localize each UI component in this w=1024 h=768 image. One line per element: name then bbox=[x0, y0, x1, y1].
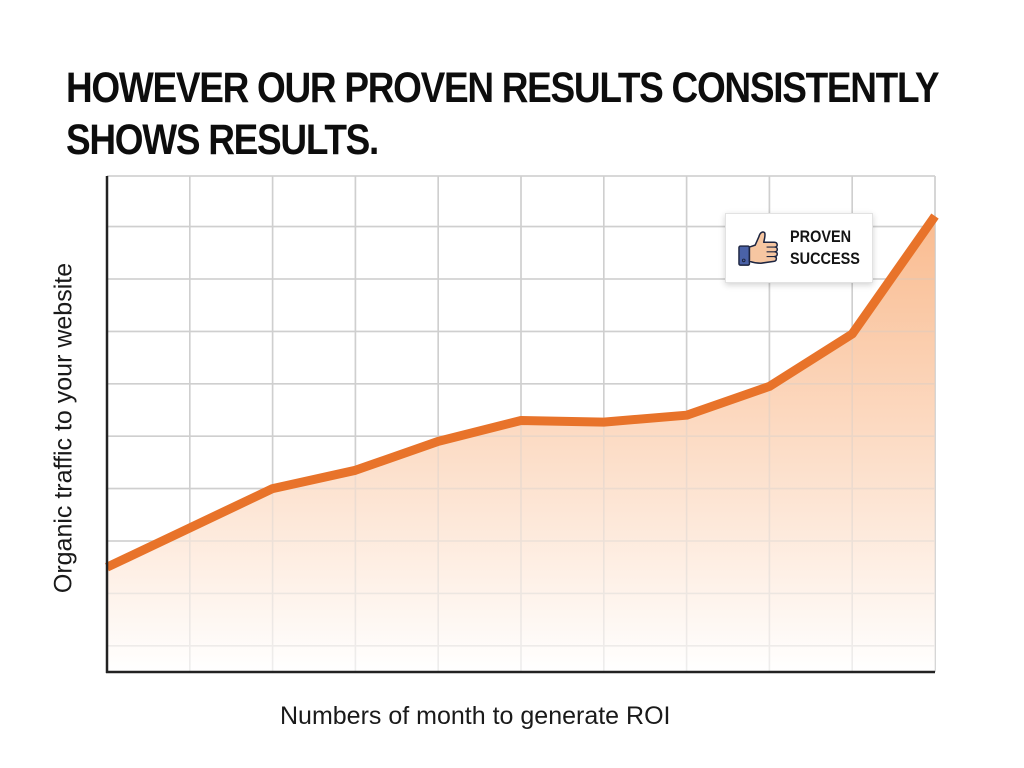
y-axis-label: Organic traffic to your website bbox=[49, 262, 78, 594]
headline-line-2: SHOWS RESULTS. bbox=[66, 116, 379, 164]
data-line bbox=[105, 213, 939, 572]
area-fill bbox=[107, 216, 935, 672]
thumbs-up-icon bbox=[738, 231, 779, 266]
badge-text: PROVEN SUCCESS bbox=[790, 226, 860, 270]
badge-line-2: SUCCESS bbox=[789, 249, 860, 268]
badge-line-1: PROVEN bbox=[789, 227, 851, 246]
x-axis-label: Numbers of month to generate ROI bbox=[280, 702, 671, 730]
proven-success-badge: PROVEN SUCCESS bbox=[725, 213, 873, 283]
